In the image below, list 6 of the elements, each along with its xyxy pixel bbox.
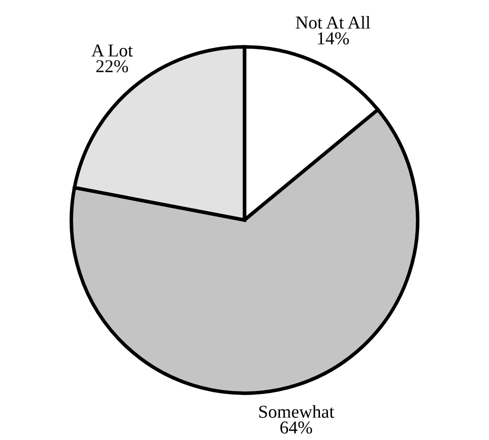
slice-label: Somewhat	[259, 405, 334, 418]
data-label: 64%	[280, 421, 312, 434]
slice-label: A Lot	[91, 44, 133, 57]
data-label: 22%	[96, 60, 128, 72]
slice-label: Not At All	[296, 16, 370, 29]
data-label: 14%	[318, 32, 349, 44]
